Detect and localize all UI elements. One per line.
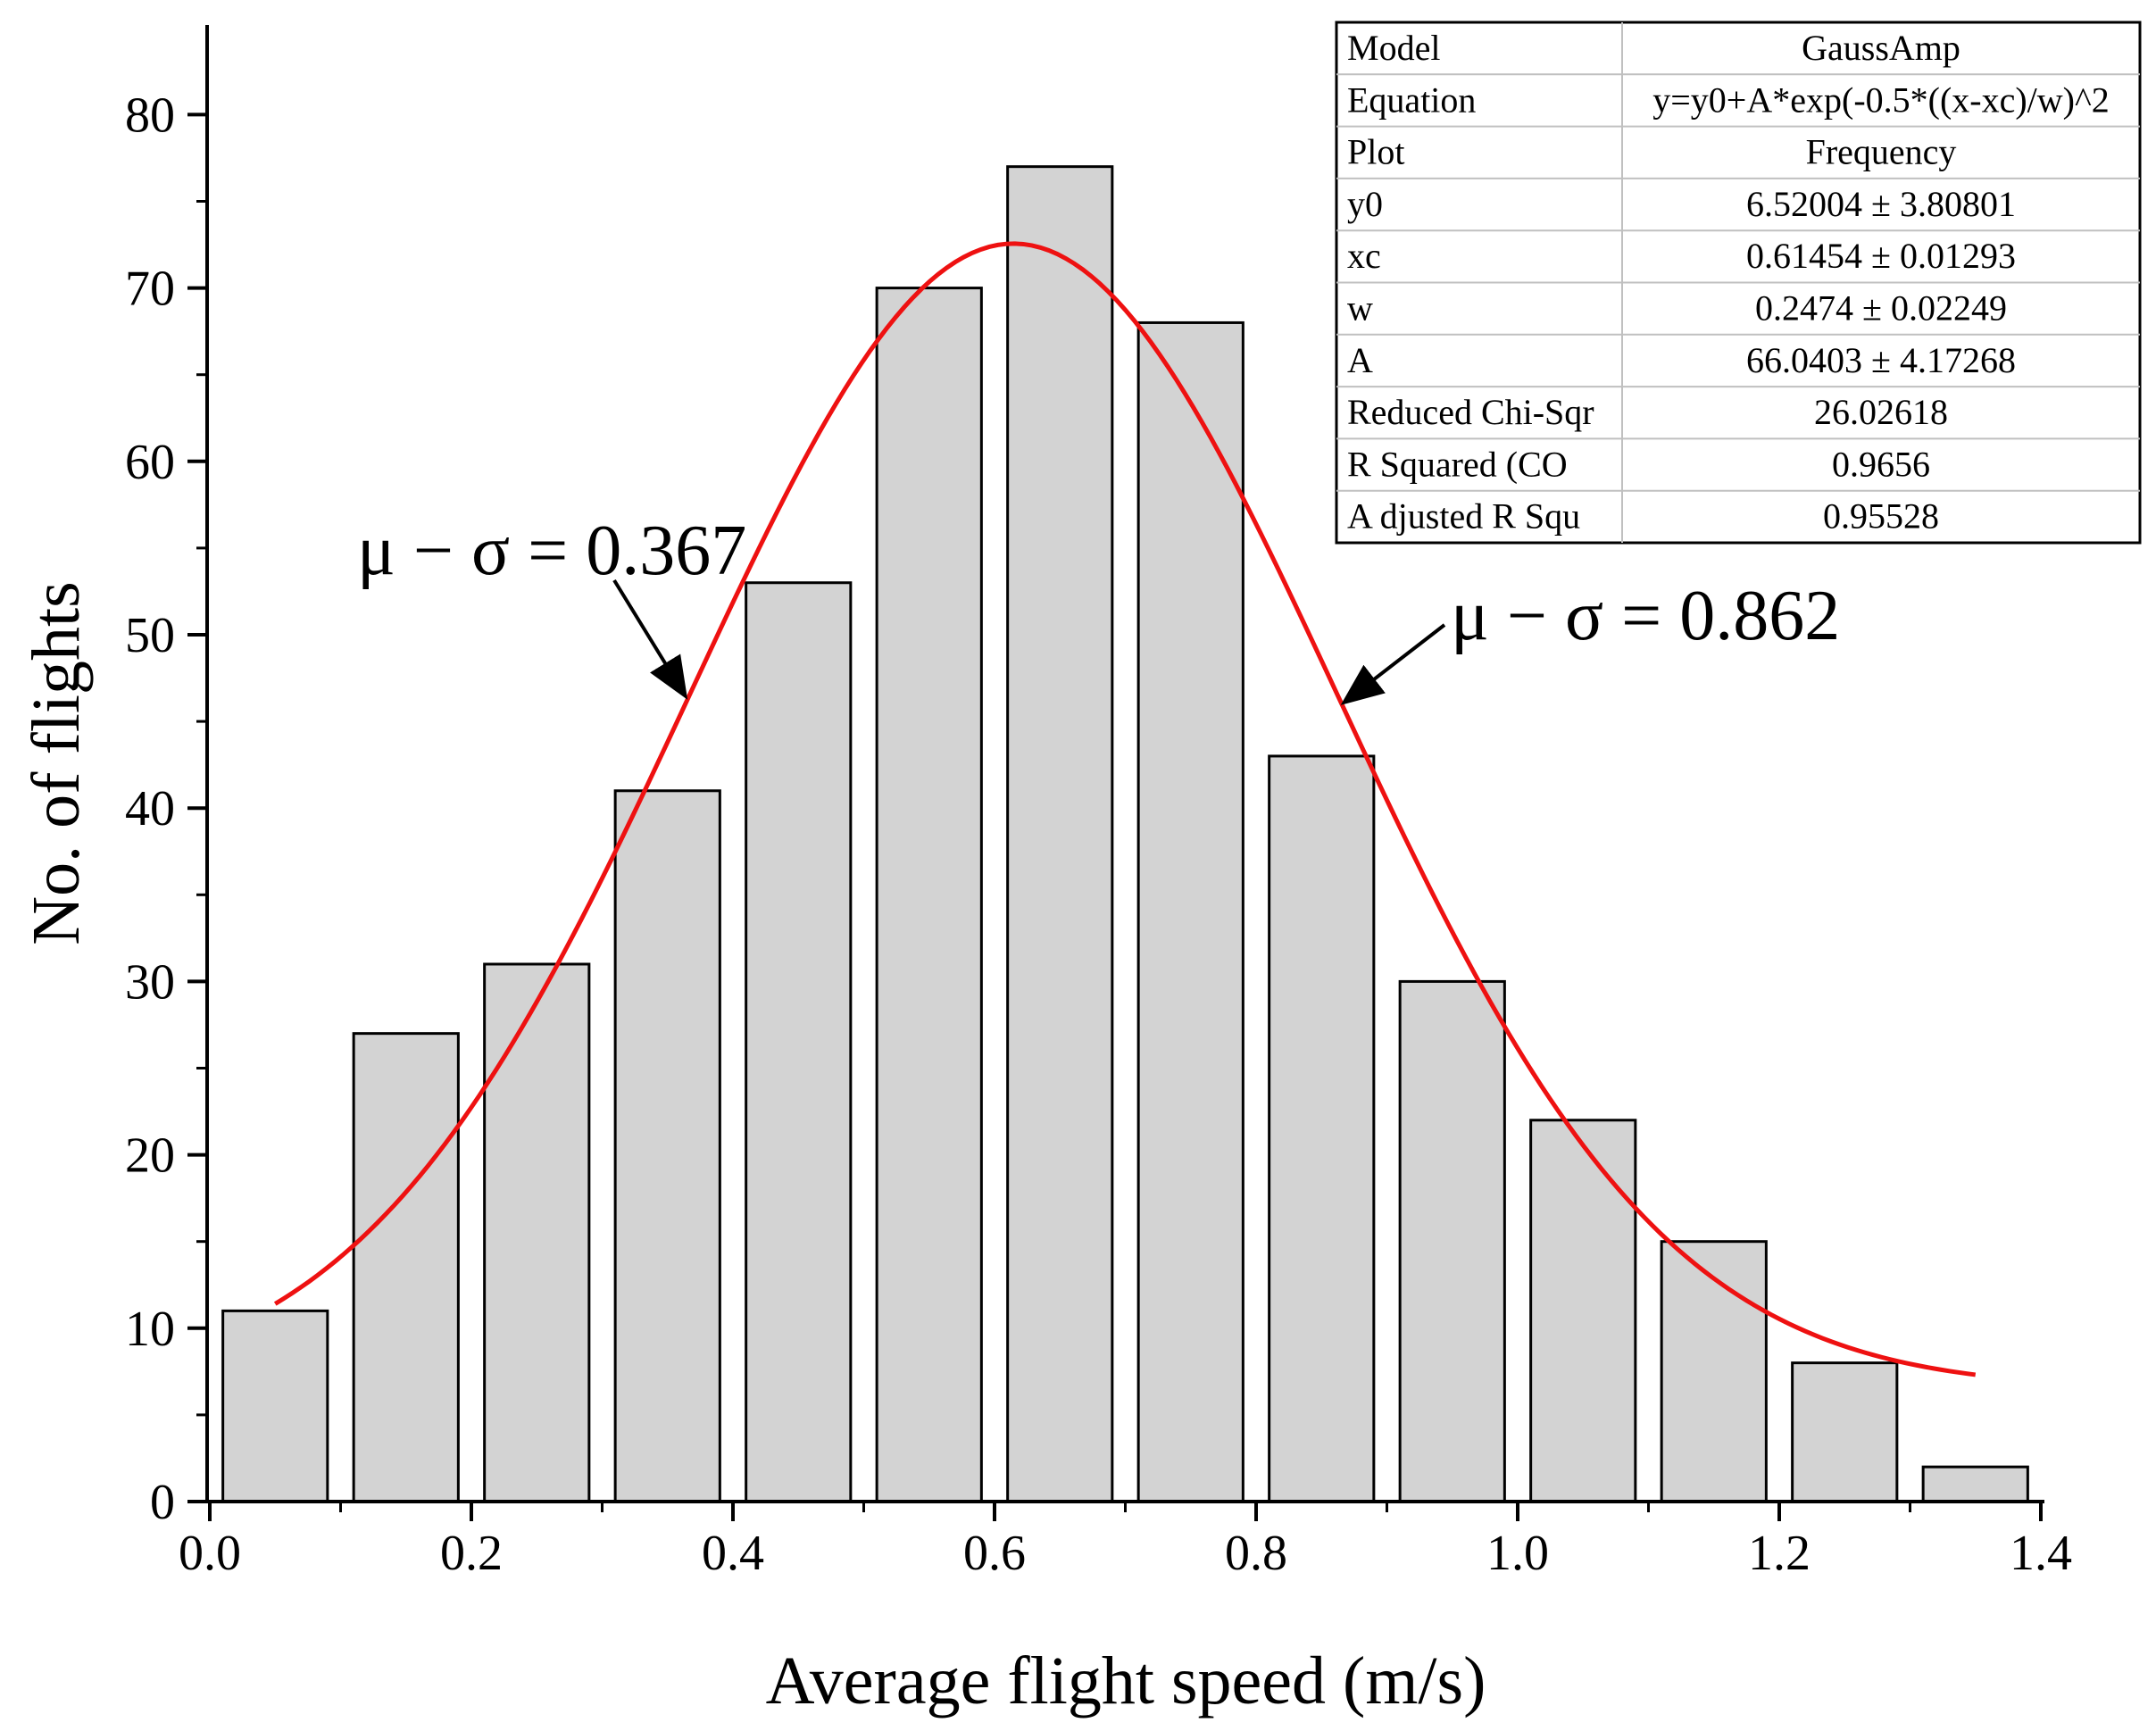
table-label-cell: Plot (1347, 132, 1404, 172)
x-tick-label: 0.8 (1225, 1526, 1287, 1581)
histogram-bar (1136, 320, 1244, 1503)
histogram-bar (1529, 1119, 1637, 1503)
annotation-label-left: μ − σ = 0.367 (357, 512, 746, 590)
y-tick-label: 60 (125, 435, 175, 490)
y-tick-label: 80 (125, 87, 175, 143)
x-tick-label: 1.4 (2010, 1526, 2072, 1581)
x-axis-title: Average flight speed (m/s) (766, 1644, 1486, 1719)
y-tick-label: 0 (150, 1475, 175, 1530)
table-label-cell: y0 (1347, 184, 1383, 224)
table-label-cell: w (1347, 288, 1373, 329)
table-value-cell: 6.52004 ± 3.80801 (1746, 184, 2016, 224)
y-tick-label: 20 (125, 1128, 175, 1184)
annotation-label-right: μ − σ = 0.862 (1451, 577, 1840, 655)
table-label-cell: Model (1347, 28, 1440, 68)
x-tick-label: 1.2 (1748, 1526, 1811, 1581)
table-value-cell: Frequency (1806, 132, 1957, 172)
x-tick-label: 0.0 (179, 1526, 241, 1581)
y-axis-title: No. of flights (19, 581, 94, 945)
histogram-bar (613, 789, 721, 1503)
histogram-bar (352, 1032, 460, 1503)
bars-group (221, 165, 2029, 1503)
annotation-arrow-right (1340, 623, 1446, 705)
fit-parameters-table: Model GaussAmp Equation y=y0+A*exp(-0.5*((x… (1335, 21, 2142, 545)
histogram-bar (1268, 754, 1376, 1503)
table-value-cell: 0.61454 ± 0.01293 (1746, 236, 2016, 276)
x-tick-label: 1.0 (1486, 1526, 1549, 1581)
annotation-arrow-left (612, 578, 688, 700)
histogram-bar (875, 287, 983, 1503)
y-tick-label: 70 (125, 262, 175, 317)
annotations-group: μ − σ = 0.367 μ − σ = 0.862 (357, 512, 1840, 705)
gauss-fit-curve (273, 241, 1977, 1377)
table-value-cell: 26.02618 (1814, 392, 1948, 432)
table-value-cell: y=y0+A*exp(-0.5*((x-xc)/w)^2 (1652, 79, 2110, 120)
table-label-cell: A (1347, 340, 1373, 380)
histogram-bar (1006, 165, 1114, 1503)
histogram-bar (221, 1309, 329, 1503)
histogram-bar (745, 581, 853, 1503)
x-tick-label: 0.6 (963, 1526, 1026, 1581)
table-label-cell: xc (1347, 236, 1381, 276)
table-label-cell: Equation (1347, 79, 1476, 120)
table-label-cell: R Squared (CO (1347, 444, 1568, 484)
table-value-cell: GaussAmp (1802, 28, 1960, 68)
histogram-bar (1660, 1240, 1768, 1503)
histogram-bar (1791, 1361, 1899, 1503)
x-tick-label: 0.4 (702, 1526, 764, 1581)
x-tick-label: 0.2 (440, 1526, 503, 1581)
histogram-bar (483, 962, 591, 1503)
table-label-cell: Reduced Chi-Sqr (1347, 392, 1594, 432)
y-tick-label: 30 (125, 954, 175, 1010)
table-label-cell: A djusted R Squ (1347, 496, 1580, 537)
table-value-cell: 0.95528 (1823, 496, 1939, 537)
histogram-bar (1398, 979, 1506, 1503)
fit-group (273, 241, 1977, 1377)
table-value-cell: 66.0403 ± 4.17268 (1746, 340, 2016, 380)
table-value-cell: 0.2474 ± 0.02249 (1755, 288, 2007, 329)
y-tick-label: 10 (125, 1302, 175, 1357)
axes-group: 0.0 0.2 0.4 0.6 0.8 1.0 1.2 1.4 0 10 20 30 40 50 60 70 8… (19, 25, 2072, 1719)
y-tick-label: 40 (125, 781, 175, 836)
table-value-cell: 0.9656 (1832, 444, 1930, 484)
histogram-bar (1921, 1465, 2029, 1503)
y-tick-label: 50 (125, 608, 175, 663)
